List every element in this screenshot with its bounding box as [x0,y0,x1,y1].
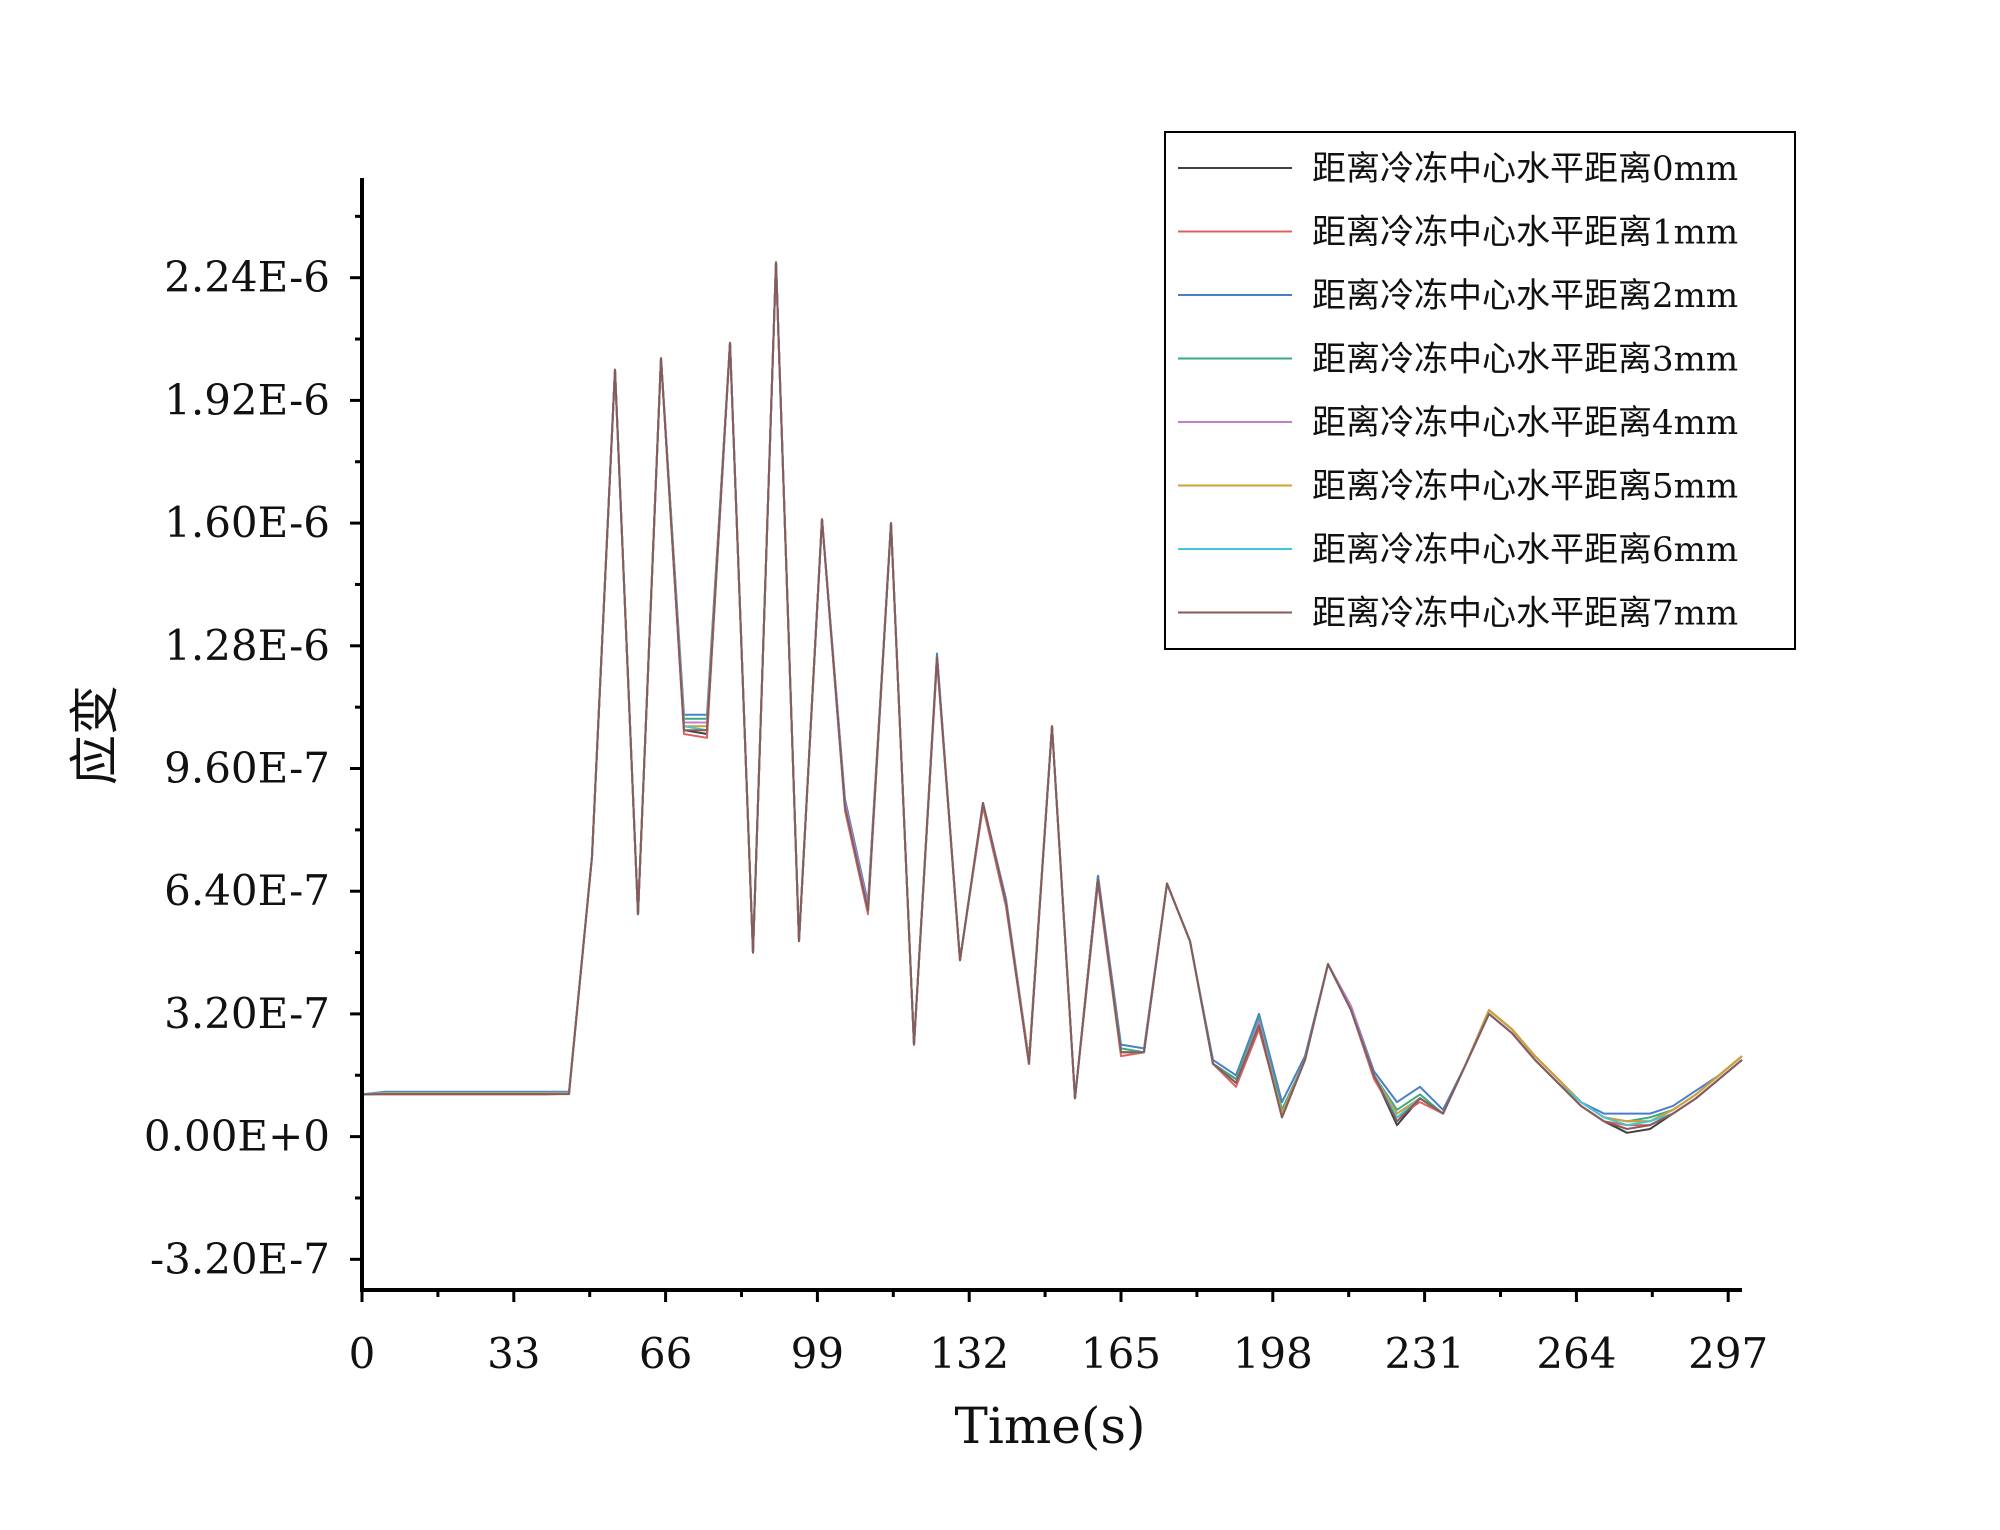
y-tick-label: 0.00E+0 [144,1112,330,1161]
y-tick-label: 1.92E-6 [164,375,330,424]
y-tick-label: 6.40E-7 [164,866,330,915]
legend-label: 距离冷冻中心水平距离3mm [1312,340,1738,380]
y-tick-label: 2.24E-6 [164,253,330,302]
x-tick-label: 99 [791,1329,844,1378]
x-tick-label: 297 [1688,1329,1768,1378]
y-tick-label: -3.20E-7 [150,1234,330,1283]
legend: 距离冷冻中心水平距离0mm 距离冷冻中心水平距离1mm 距离冷冻中心水平距离2mm 距… [1164,131,1796,650]
legend-label: 距离冷冻中心水平距离6mm [1312,530,1738,570]
legend-label: 距离冷冻中心水平距离5mm [1312,467,1738,507]
y-axis-title: 应变 [66,685,124,785]
y-tick-label: 9.60E-7 [164,744,330,793]
ticks-layer: 0 33 66 99 132 165 198 231 264 297 -3.20E-7 0.00E+0… [144,214,1768,1378]
x-axis-title: Time(s) [954,1397,1145,1455]
x-tick-label: 33 [487,1329,540,1378]
legend-box [1164,131,1796,650]
x-tick-label: 165 [1081,1329,1161,1378]
y-tick-label: 1.28E-6 [164,621,330,670]
x-tick-label: 231 [1385,1329,1465,1378]
series-line-7 [361,261,1743,1130]
x-tick-label: 198 [1233,1329,1313,1378]
legend-label: 距离冷冻中心水平距离7mm [1312,594,1738,634]
y-tick-label: 1.60E-6 [164,498,330,547]
x-tick-label: 132 [929,1329,1009,1378]
legend-label: 距离冷冻中心水平距离4mm [1312,403,1738,443]
x-tick-label: 66 [639,1329,692,1378]
y-tick-label: 3.20E-7 [164,989,330,1038]
legend-label: 距离冷冻中心水平距离2mm [1312,276,1738,316]
x-tick-label: 0 [349,1329,376,1378]
legend-label: 距离冷冻中心水平距离0mm [1312,149,1738,189]
legend-label: 距离冷冻中心水平距离1mm [1312,213,1738,253]
x-tick-label: 264 [1536,1329,1616,1378]
series-layer [361,261,1743,1134]
